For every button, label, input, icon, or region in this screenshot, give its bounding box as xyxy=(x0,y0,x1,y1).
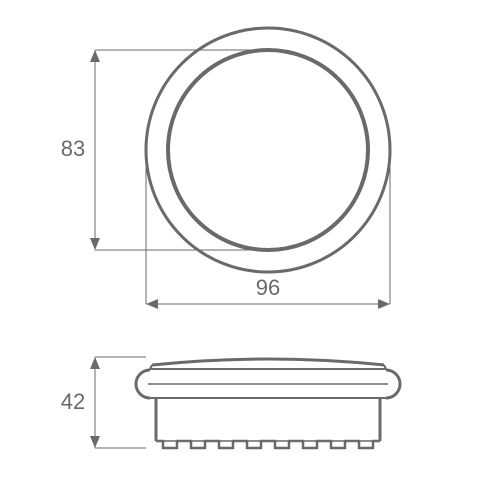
top-view-outer-circle xyxy=(146,28,390,272)
side-view-dome xyxy=(152,359,384,365)
arrowhead xyxy=(378,299,390,309)
side-view-bumper-left xyxy=(136,370,150,398)
dim83-label: 83 xyxy=(61,136,85,161)
arrowhead xyxy=(90,50,100,62)
side-view-bumper-right xyxy=(386,370,400,398)
side-view-teeth xyxy=(156,441,380,448)
dim96-label: 96 xyxy=(256,275,280,300)
arrowhead xyxy=(90,238,100,250)
top-view-inner-circle xyxy=(168,50,368,250)
dim42-label: 42 xyxy=(61,389,85,414)
arrowhead xyxy=(90,357,100,369)
arrowhead xyxy=(146,299,158,309)
arrowhead xyxy=(90,436,100,448)
